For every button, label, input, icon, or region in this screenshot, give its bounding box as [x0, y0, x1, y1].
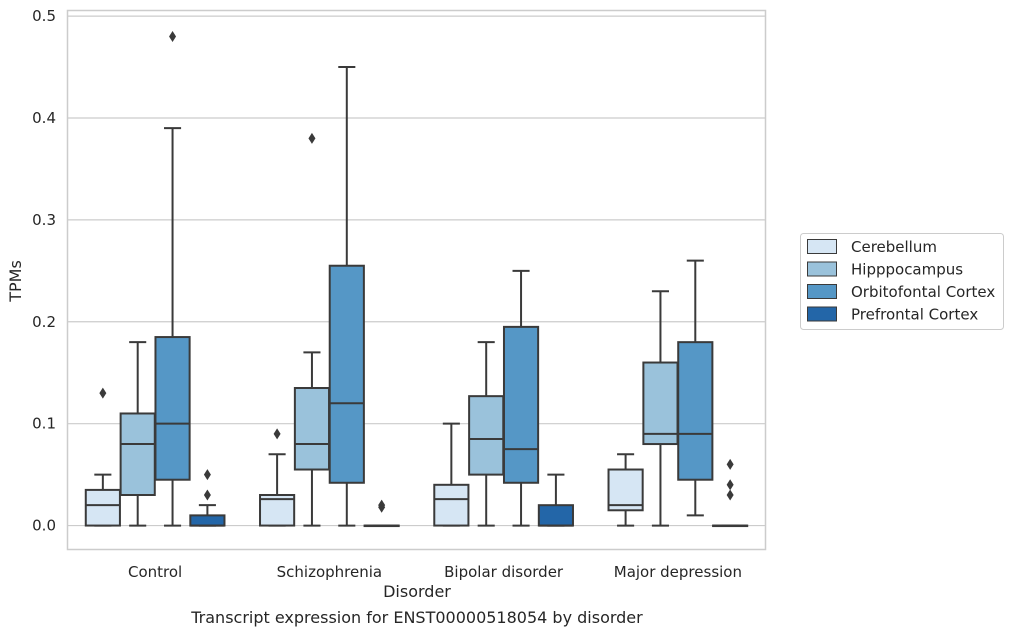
y-tick-label: 0.3 [32, 211, 56, 229]
plot-frame [66, 9, 767, 551]
outlier-point [726, 458, 734, 470]
x-axis-label: Disorder [383, 582, 451, 601]
y-tick-label: 0.0 [32, 517, 56, 535]
box-2-2 [502, 269, 540, 527]
y-axis-ticks: 0.0 0.1 0.2 0.3 0.4 0.5 [32, 7, 56, 534]
legend-swatch [807, 261, 837, 277]
box-rect [537, 504, 574, 527]
box-2-3 [677, 259, 714, 517]
box-2-1 [328, 66, 365, 527]
box-0-3 [607, 453, 644, 527]
x-axis-ticks: Control Schizophrenia Bipolar disorder Majo… [128, 563, 742, 581]
box-3-1 [363, 499, 400, 528]
box-rect [84, 488, 121, 527]
legend-entry-label: Orbitofontal Cortex [851, 283, 995, 301]
box-0-0 [84, 387, 121, 527]
box-1-1 [293, 132, 331, 527]
legend-entry-label: Hipppocampus [851, 261, 963, 279]
box-rect [433, 483, 470, 527]
outlier-point [169, 30, 177, 42]
legend-entry-label: Prefrontal Cortex [851, 306, 978, 324]
box-1-2 [468, 341, 505, 527]
box-3-0 [189, 469, 226, 527]
boxes [84, 30, 749, 528]
x-tick-label: Bipolar disorder [444, 563, 564, 581]
box-1-3 [642, 290, 679, 527]
legend-swatch [807, 239, 837, 254]
box-1-0 [119, 341, 156, 527]
box-2-0 [154, 30, 191, 527]
box-rect [468, 395, 505, 476]
box-rect [189, 514, 226, 527]
box-rect [642, 361, 679, 446]
y-tick-label: 0.5 [32, 7, 56, 25]
legend-swatch [807, 284, 837, 299]
box-rect [677, 341, 714, 481]
outlier-point [203, 469, 211, 481]
legend: Cerebellum Hipppocampus Orbitofontal Corte… [800, 233, 1004, 330]
outlier-point [308, 132, 316, 144]
outlier-point [273, 428, 281, 440]
legend-entry-label: Cerebellum [851, 238, 937, 256]
legend-frame [800, 233, 1004, 330]
box-rect [328, 264, 365, 484]
outlier-point [378, 499, 386, 511]
chart-caption: Transcript expression for ENST0000051805… [190, 608, 643, 627]
box-0-1 [259, 428, 296, 527]
box-rect [293, 387, 331, 471]
box-rect [259, 493, 296, 527]
box-rect [502, 325, 540, 484]
y-tick-label: 0.1 [32, 415, 56, 433]
outlier-point [726, 479, 734, 491]
x-tick-label: Major depression [614, 563, 742, 581]
box-0-2 [433, 422, 470, 527]
box-rect [607, 468, 644, 512]
outlier-point [99, 387, 107, 399]
box-3-2 [537, 473, 574, 527]
y-tick-label: 0.2 [32, 313, 56, 331]
box-rect [154, 336, 191, 481]
box-rect [119, 412, 156, 496]
outlier-point [726, 489, 734, 501]
x-tick-label: Control [128, 563, 182, 581]
y-tick-label: 0.4 [32, 109, 56, 127]
legend-swatch [807, 306, 837, 322]
y-axis-label: TPMs [6, 260, 25, 303]
box-3-3 [712, 458, 749, 528]
x-tick-label: Schizophrenia [277, 563, 382, 581]
outlier-point [203, 489, 211, 501]
